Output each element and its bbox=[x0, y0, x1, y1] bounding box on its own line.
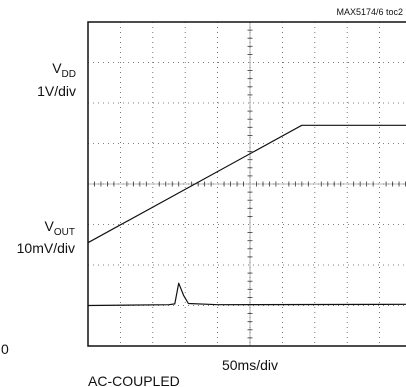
vdd-scale-label: 1V/div bbox=[37, 83, 76, 99]
plot-frame bbox=[87, 21, 406, 347]
graticule bbox=[88, 22, 406, 346]
coupling-annotation: AC-COUPLED bbox=[88, 373, 180, 387]
corner-zero-label: 0 bbox=[1, 341, 9, 357]
traces bbox=[87, 124, 406, 307]
vdd-channel-label: VDD bbox=[52, 60, 76, 80]
vout-scale-label: 10mV/div bbox=[17, 240, 75, 256]
timebase-label: 50ms/div bbox=[222, 357, 278, 373]
trace-vdd bbox=[87, 124, 406, 244]
vout-channel-label: VOUT bbox=[45, 218, 75, 238]
trace-vout bbox=[87, 282, 406, 307]
figure-code: MAX5174/6 toc2 bbox=[336, 7, 403, 17]
